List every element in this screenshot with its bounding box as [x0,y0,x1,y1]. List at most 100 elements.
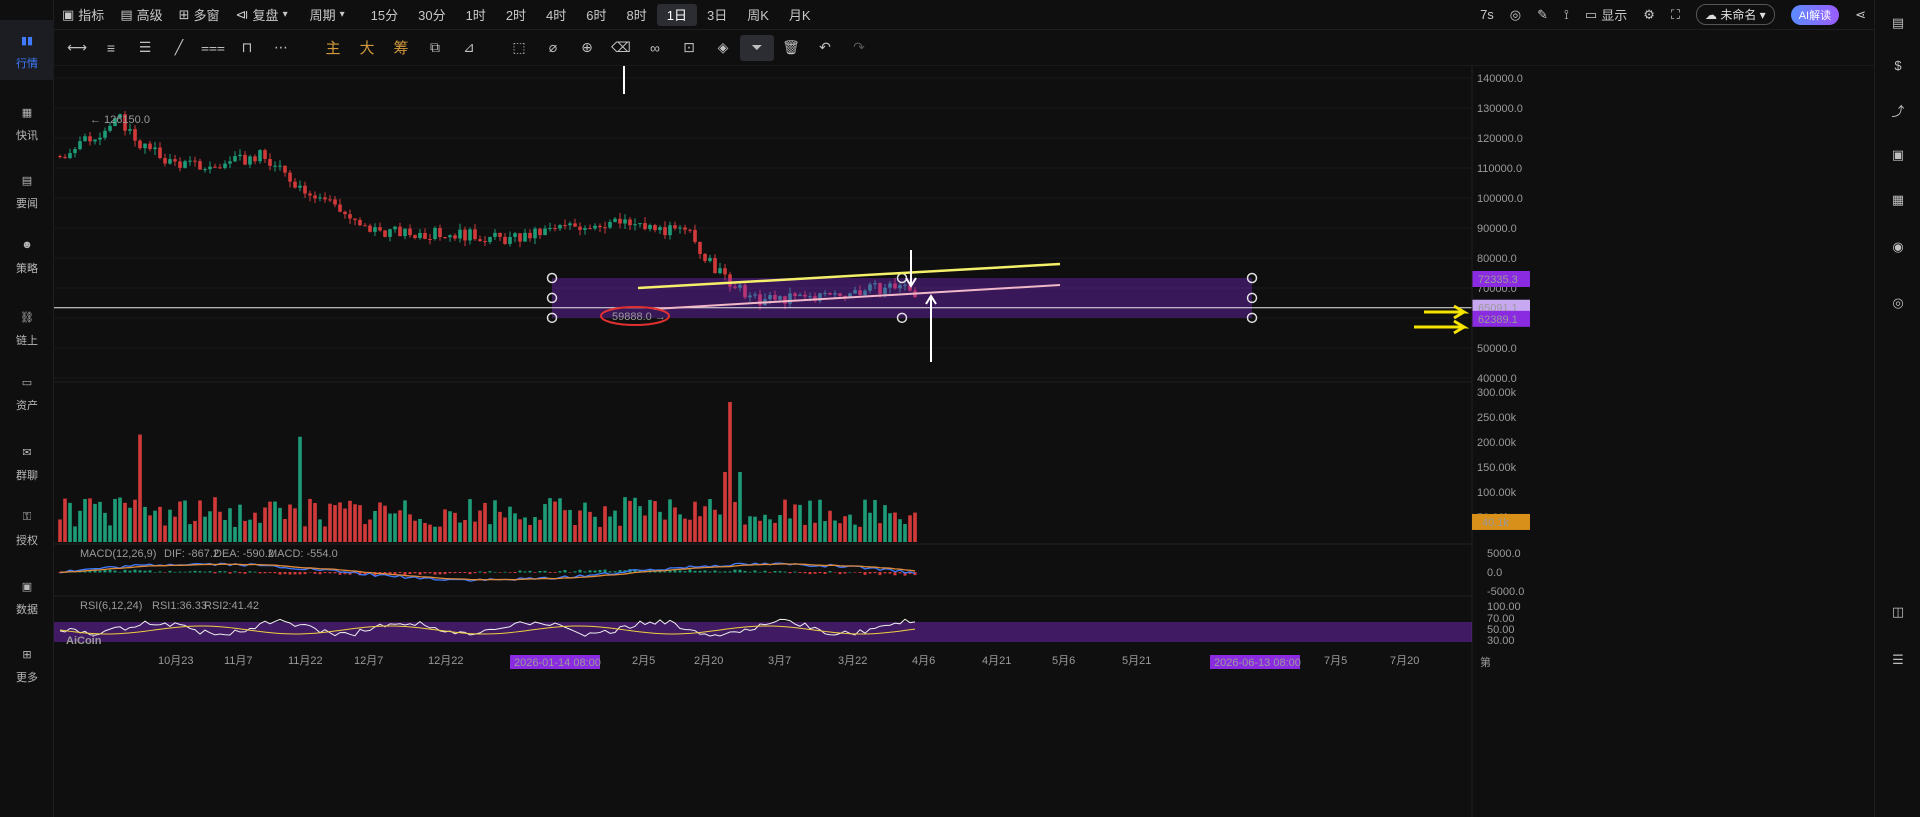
interval-tab[interactable]: 月K [788,8,811,23]
zoom-icon[interactable]: ⊕ [581,39,593,55]
list-icon[interactable]: ☰ [1892,652,1904,667]
fullscreen-icon[interactable]: ⛶ [1670,6,1680,22]
hide-drawings-icon[interactable]: ◈ [717,39,729,55]
ai-interpret-button[interactable]: AI解读 [1783,4,1847,26]
candle-body [823,292,827,294]
interval-tab[interactable]: 3日 [706,8,728,23]
horizontal-ray-icon[interactable]: ⟷ [66,39,88,55]
volume-bar [738,472,742,542]
macd-bar [843,572,847,574]
interval-tab[interactable]: 15分 [370,8,399,23]
dollar-icon[interactable]: $ [1894,57,1902,73]
replay-button[interactable]: ⧏ 复盘 ▾ [235,6,288,24]
chips-toggle[interactable]: 筹 [393,40,409,57]
period-dropdown[interactable]: 周期 ▾ [309,8,345,23]
macd-bar [303,572,307,575]
candle-body [478,239,482,242]
candle-body [613,218,617,222]
sidebar-item-6[interactable]: ✉ 群聊 [0,432,54,492]
pen-icon[interactable]: ✎ [1537,6,1549,22]
undo-icon[interactable]: ↶ [819,39,831,55]
main-chart-toggle[interactable]: 主 [325,40,341,57]
volume-bar [663,519,667,542]
candle-body [673,225,677,229]
sidebar-item-label: 资产 [16,400,38,412]
candle-body [518,233,522,242]
measure-icon[interactable]: ⌀ [548,39,558,55]
volume-bar [513,513,517,542]
macd-tick-label: -5000.0 [1487,586,1524,598]
lock-icon[interactable]: ⊡ [683,39,695,55]
volume-bar [468,499,472,542]
sidebar-item-5[interactable]: ▭ 资产 [0,362,54,422]
candle-body [663,227,667,236]
x-highlight-bg [1210,655,1300,669]
interval-tab[interactable]: 30分 [418,8,446,23]
monitor-icon[interactable]: ▣ [1891,147,1905,162]
fib-icon[interactable]: ⩶ [201,39,225,55]
macd-bar [878,572,882,576]
trend-icon[interactable]: ⤴ [1891,103,1905,119]
sidebar-item-0[interactable]: ▮▮ 行情 [0,20,54,80]
sidebar-item-1[interactable]: ▦ 快讯 [0,92,54,152]
price-chart[interactable]: 140000.0 130000.0 120000.0 110000.0 100000.0… [54,66,1874,817]
orderbook-icon[interactable]: ▤ [1891,15,1905,30]
interval-tab[interactable]: 1日 [656,3,697,26]
interval-tab[interactable]: 6时 [586,8,607,23]
sidebar-item-4[interactable]: ⛓ 链上 [0,297,54,357]
big-order-toggle[interactable]: 大 [359,40,375,57]
macd-bar [713,570,717,573]
trash-icon[interactable]: 🗑 [782,39,800,55]
display-button[interactable]: ▭ 显示 [1584,6,1628,24]
advanced-button[interactable]: ▤ 高级 [120,6,163,24]
macd-bar [443,572,447,575]
cursor-icon[interactable]: ⬚ [512,39,526,55]
horizontal-line-icon[interactable]: ≡ [106,39,116,56]
volume-bar [868,512,872,542]
volume-bar [838,523,842,542]
macd-bar [208,571,212,573]
filter-icon[interactable]: ⏷ [740,34,774,61]
alert-icon[interactable]: ⟟ [1564,6,1569,22]
macd-bar [518,570,522,573]
macd-bar [463,572,467,573]
interval-tab[interactable]: 4时 [546,8,567,23]
volume-bar [578,510,582,542]
sidebar-item-3[interactable]: ☻ 策略 [0,225,54,285]
macd-bar [408,572,412,575]
interval-tab[interactable]: 8时 [626,8,647,23]
gear-icon[interactable]: ⚙ [1643,6,1655,22]
camera-icon[interactable]: ◎ [1509,6,1522,22]
sidebar-item-2[interactable]: ▤ 要闻 [0,160,54,220]
ai-icon[interactable]: ◎ [1892,295,1904,310]
sidebar-item-8[interactable]: ▣ 数据 [0,566,54,626]
macd-bar [468,572,472,575]
volume-bar [338,502,342,542]
volume-bar [248,519,252,542]
layout-icon[interactable]: ◫ [1891,604,1905,619]
more-tools-icon[interactable]: ⋯ [274,39,288,55]
sidebar-item-9[interactable]: ⊞ 更多 [0,634,54,694]
macd-bar [183,571,187,573]
redo-icon[interactable]: ↷ [853,39,865,55]
parallel-lines-icon[interactable]: ☰ [138,39,152,55]
share-icon[interactable]: ⋖ [1855,6,1866,22]
signal-icon[interactable]: ⊿ [463,39,475,55]
macd-bar [203,571,207,573]
macd-bar [118,571,122,573]
indicator-button[interactable]: ▣ 指标 [62,6,105,24]
sidebar-item-7[interactable]: ⚿ 授权 [0,497,54,557]
trend-line-icon[interactable]: ╱ [174,39,184,55]
interval-tab[interactable]: 2时 [505,8,527,23]
indicator-edit-icon[interactable]: ⧉ [430,39,440,55]
magnet-icon[interactable]: ∞ [650,39,660,56]
bot-icon[interactable]: ◉ [1892,239,1904,254]
volume-bar [178,501,182,542]
interval-tab[interactable]: 周K [747,8,769,23]
interval-tab[interactable]: 1时 [465,8,486,23]
eraser-icon[interactable]: ⌫ [611,39,631,55]
layout-name-button[interactable]: ☁ 未命名 ▾ [1688,4,1783,26]
ruler-icon[interactable]: ⊓ [241,39,253,55]
etf-icon[interactable]: ▦ [1891,192,1905,207]
multi-window-button[interactable]: ⊞ 多窗 [178,6,220,24]
